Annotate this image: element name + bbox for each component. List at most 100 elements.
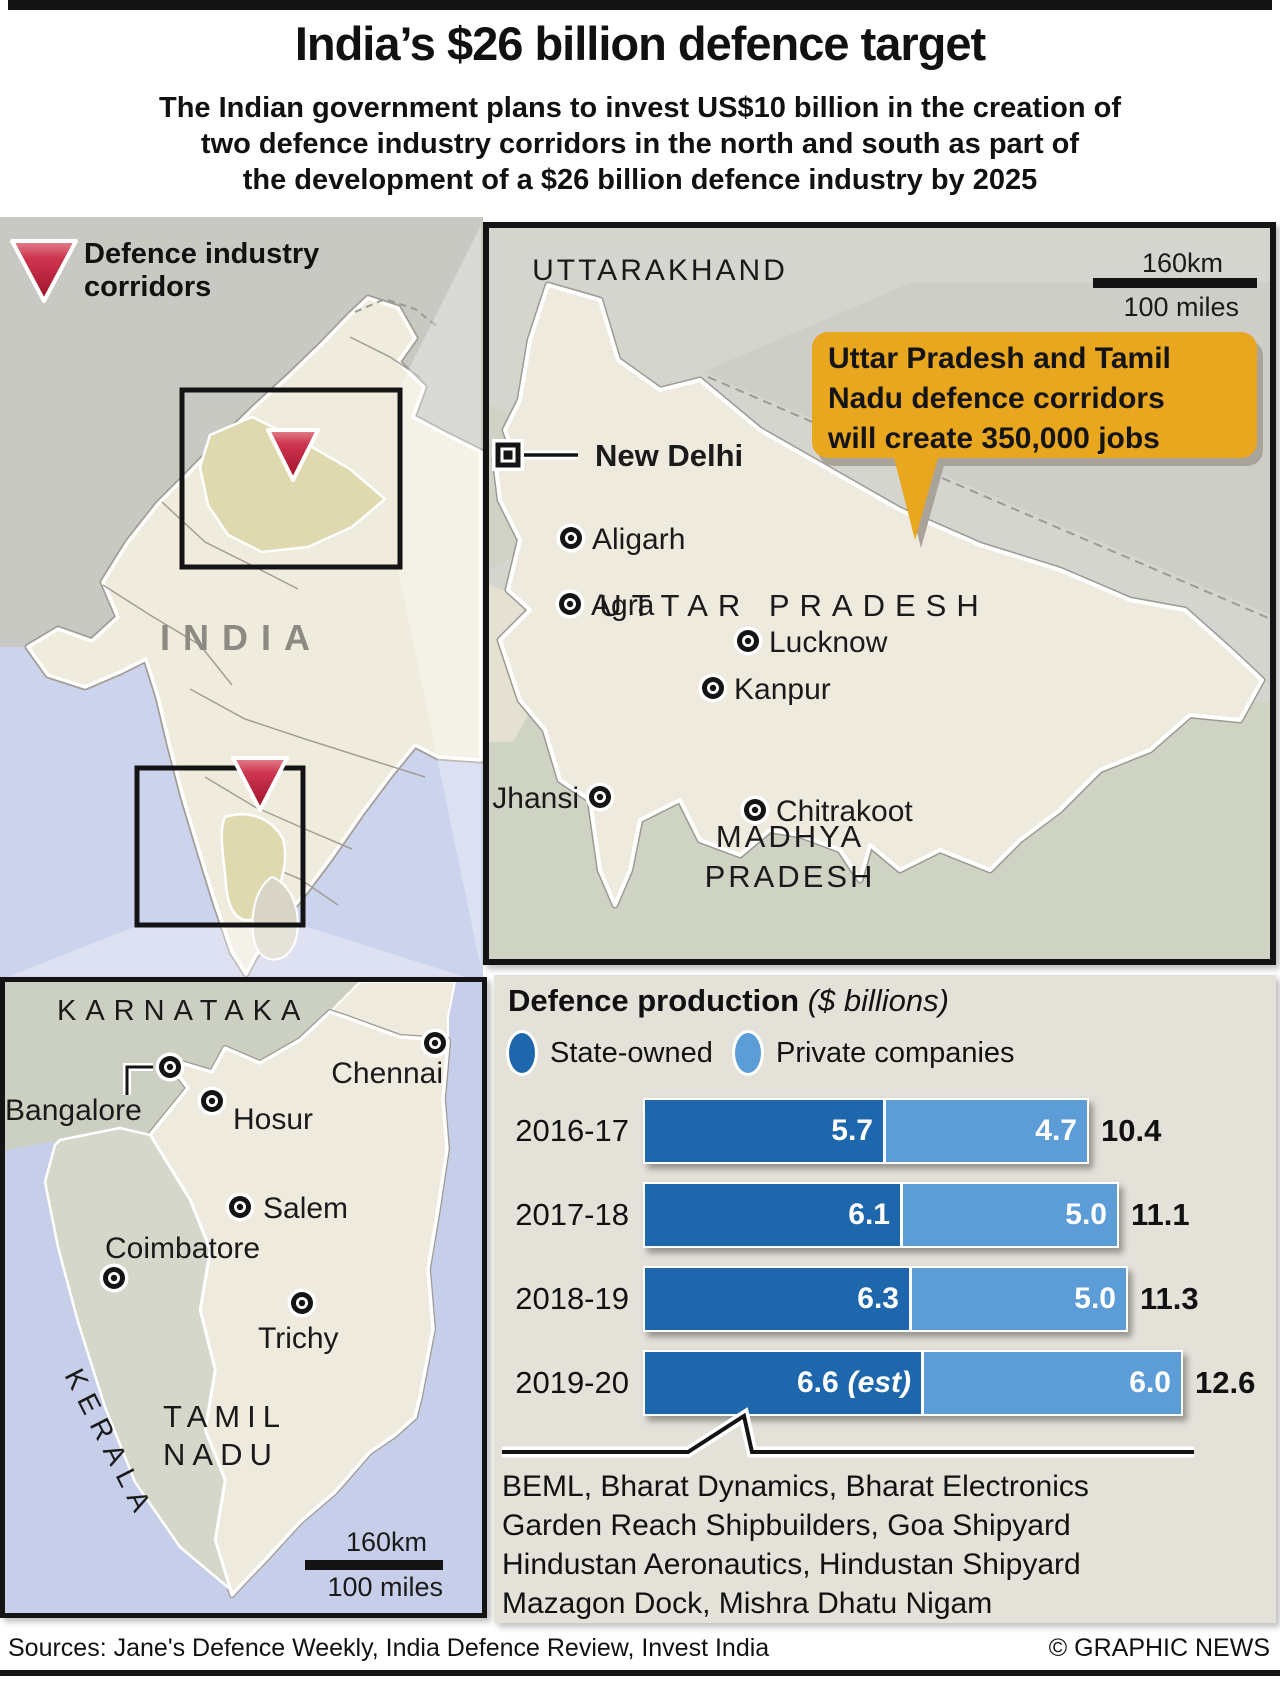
karnataka-region <box>5 982 360 1150</box>
callout-line2: Nadu defence corridors <box>828 382 1165 415</box>
city-marker-agra-icon <box>555 589 585 619</box>
corridor-marker-north-icon <box>266 428 320 482</box>
legend-label-line2: corridors <box>84 271 211 303</box>
uttar-pradesh-svg: UTTARAKHAND UTTAR PRADESH MADHYA PRADESH… <box>483 222 1276 965</box>
madhya-pradesh-label-line1: MADHYA <box>716 819 864 854</box>
tamil-nadu-label-line1: TAMIL <box>163 1399 287 1434</box>
companies-line: Mazagon Dock, Mishra Dhatu Nigam <box>502 1587 993 1620</box>
capital-marker-new-delhi-icon <box>492 439 578 471</box>
city-marker-lucknow-icon <box>733 626 763 656</box>
tn-scale-miles-label: 100 miles <box>327 1572 443 1602</box>
tn-scale-km-label: 160km <box>346 1527 427 1557</box>
subtitle-line: the development of a $26 billion defence… <box>242 164 1038 196</box>
chart-bar: 5.7 4.7 <box>643 1098 1089 1164</box>
country-label: INDIA <box>160 617 323 658</box>
subtitle-line: two defence industry corridors in the no… <box>200 128 1080 160</box>
chart-value-label: 6.6 <box>796 1366 839 1399</box>
city-marker-salem-icon <box>225 1192 255 1222</box>
city-marker-coimbatore-icon <box>99 1263 129 1293</box>
chart-bar-segment-state-owned: 6.6 (est) <box>645 1352 924 1414</box>
state-owned-companies-list: BEML, Bharat Dynamics, Bharat Electronic… <box>502 1467 1089 1623</box>
chart-bar-segment-private: 5.0 <box>912 1268 1126 1330</box>
chart-row: 2017-18 6.1 5.0 11.1 <box>494 1182 1276 1248</box>
city-label-salem: Salem <box>263 1192 348 1225</box>
sources-note: Sources: Jane's Defence Weekly, India De… <box>8 1634 770 1662</box>
up-scale-bar <box>1093 278 1257 288</box>
legend-label-private: Private companies <box>776 1036 1015 1069</box>
city-marker-chitrakoot-icon <box>740 795 770 825</box>
chart-total-label: 11.1 <box>1131 1197 1190 1232</box>
chart-value-label: 4.7 <box>1035 1114 1077 1147</box>
legend-item-private: Private companies <box>732 1030 1015 1076</box>
state-owned-swatch-icon <box>506 1030 538 1076</box>
chart-bar-segment-private: 4.7 <box>886 1100 1087 1162</box>
chart-bar-segment-state-owned: 6.3 <box>645 1268 912 1330</box>
spike-casing <box>502 1407 1194 1458</box>
chart-value-label: 5.0 <box>1065 1198 1107 1231</box>
chart-title-text: Defence production <box>508 983 800 1018</box>
capital-label: New Delhi <box>595 438 743 473</box>
chart-row: 2019-20 6.6 (est) 6.0 12.6 <box>494 1350 1276 1416</box>
chart-bar-segment-state-owned: 5.7 <box>645 1100 886 1162</box>
city-label-chennai: Chennai <box>331 1057 443 1090</box>
chart-value-label: 6.3 <box>857 1282 899 1315</box>
chart-row: 2018-19 6.3 5.0 11.3 <box>494 1266 1276 1332</box>
up-scale-km-label: 160km <box>1142 248 1223 278</box>
beam-south-inset <box>8 925 465 977</box>
chart-year-label: 2016-17 <box>515 1113 629 1148</box>
chart-year-label: 2017-18 <box>515 1197 629 1232</box>
chart-value-label: 6.1 <box>848 1198 890 1231</box>
chart-row: 2016-17 5.7 4.7 10.4 <box>494 1098 1276 1164</box>
companies-line: BEML, Bharat Dynamics, Bharat Electronic… <box>502 1470 1089 1503</box>
kerala-region <box>43 1126 234 1597</box>
city-label-hosur: Hosur <box>233 1103 313 1136</box>
tamil-nadu-svg: KARNATAKA KERALA TAMIL NADU Bangalore Ho… <box>0 977 487 1618</box>
tamil-nadu-label-line2: NADU <box>163 1437 279 1472</box>
city-marker-aligarh-icon <box>556 523 586 553</box>
estimate-note: (est) <box>847 1366 911 1399</box>
city-label-coimbatore: Coimbatore <box>105 1232 260 1265</box>
city-label-chitrakoot: Chitrakoot <box>776 795 913 828</box>
india-overview-svg: Defence industry corridors INDIA <box>0 217 485 978</box>
tamil-nadu-map: KARNATAKA KERALA TAMIL NADU Bangalore Ho… <box>0 977 487 1618</box>
corridor-marker-south-icon <box>231 756 289 812</box>
city-marker-jhansi-icon <box>585 782 615 812</box>
companies-line: Hindustan Aeronautics, Hindustan Shipyar… <box>502 1548 1081 1581</box>
legend-label-state-owned: State-owned <box>550 1036 713 1069</box>
uttar-pradesh-map: UTTARAKHAND UTTAR PRADESH MADHYA PRADESH… <box>483 222 1276 965</box>
uttar-pradesh-label: UTTAR PRADESH <box>599 588 989 623</box>
beam-north-inset <box>397 225 481 969</box>
chart-value-label: 5.7 <box>831 1114 873 1147</box>
top-rule <box>8 0 1272 10</box>
bottom-rule <box>0 1670 1280 1676</box>
up-state-shape <box>493 283 1264 907</box>
tn-scale-bar <box>305 1560 443 1570</box>
city-marker-bangalore-icon <box>155 1052 185 1082</box>
chart-unit-label: ($ billions) <box>807 983 949 1018</box>
callout-tail <box>893 454 939 540</box>
city-label-kanpur: Kanpur <box>734 673 831 706</box>
madhya-pradesh-label-line2: PRADESH <box>705 859 876 894</box>
international-border-dashed <box>707 376 1274 621</box>
india-landmass <box>26 296 483 976</box>
tn-map-frame <box>0 977 487 1618</box>
north-corridor-inset-box <box>179 387 403 570</box>
credit-note: © GRAPHIC NEWS <box>1048 1634 1270 1662</box>
page-title: India’s $26 billion defence target <box>294 17 986 70</box>
chart-value-label: 5.0 <box>1074 1282 1116 1315</box>
legend-item-state-owned: State-owned <box>506 1030 713 1076</box>
corridor-legend-icon <box>10 239 78 303</box>
disputed-border-dashed <box>354 297 439 328</box>
page-subtitle: The Indian government plans to invest US… <box>0 90 1280 198</box>
uttarakhand-label: UTTARAKHAND <box>532 254 788 287</box>
city-marker-trichy-icon <box>287 1288 317 1318</box>
defence-production-chart: Defence production ($ billions) State-ow… <box>494 975 1276 1623</box>
chart-title: Defence production ($ billions) <box>508 983 949 1019</box>
companies-line: Garden Reach Shipbuilders, Goa Shipyard <box>502 1509 1071 1542</box>
chart-total-label: 11.3 <box>1140 1281 1199 1316</box>
chart-bar-segment-state-owned: 6.1 <box>645 1184 903 1246</box>
chart-total-label: 12.6 <box>1195 1365 1256 1400</box>
city-label-jhansi: Jhansi <box>492 782 579 815</box>
up-scale-miles-label: 100 miles <box>1123 292 1239 322</box>
